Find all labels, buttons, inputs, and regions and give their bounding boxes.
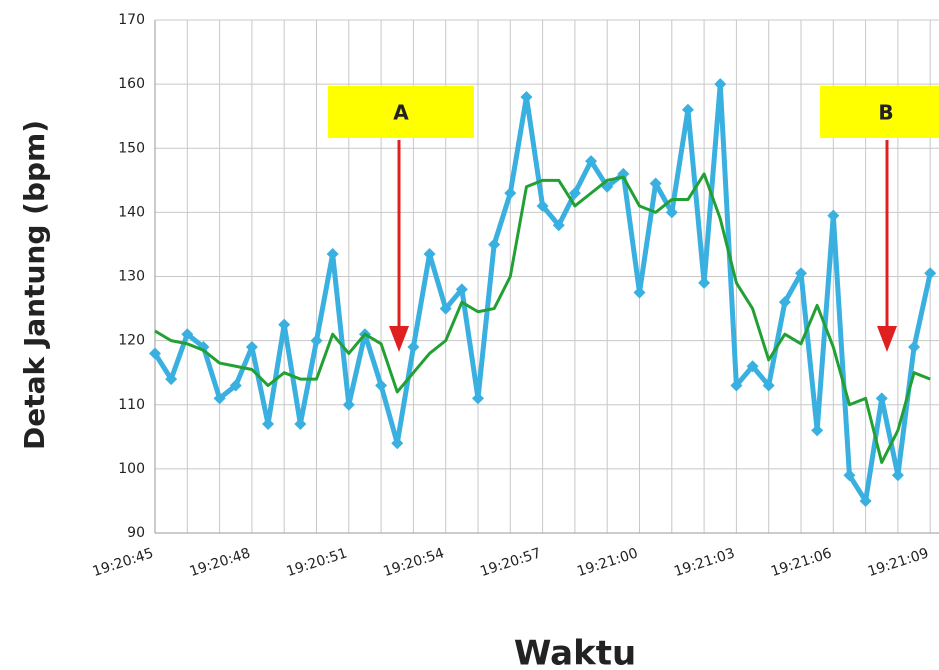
marker xyxy=(908,341,921,354)
lines xyxy=(149,78,937,507)
y-tick-label: 170 xyxy=(118,12,145,28)
marker xyxy=(375,379,388,392)
marker xyxy=(326,248,339,261)
annotation-arrowhead xyxy=(877,326,897,352)
marker xyxy=(181,328,194,341)
y-tick-label: 120 xyxy=(118,333,145,349)
marker xyxy=(568,187,581,200)
marker xyxy=(795,267,807,280)
line-series xyxy=(154,172,931,464)
marker xyxy=(746,360,759,373)
y-tick-label: 160 xyxy=(118,76,145,92)
marker xyxy=(310,334,323,347)
marker xyxy=(278,318,291,331)
annotation-box xyxy=(328,86,474,138)
x-tick-label: 19:21:00 xyxy=(575,545,640,580)
x-tick-label: 19:21:06 xyxy=(769,545,834,580)
x-tick-label: 19:20:57 xyxy=(478,545,543,580)
marker xyxy=(149,347,161,360)
annotation-arrowhead xyxy=(389,326,409,352)
marker xyxy=(552,219,565,232)
annotation-label: A xyxy=(393,101,409,125)
y-tick-label: 140 xyxy=(118,204,145,220)
y-tick-label: 110 xyxy=(118,397,145,413)
marker xyxy=(213,392,226,405)
marker xyxy=(520,90,533,103)
marker xyxy=(778,296,791,309)
marker xyxy=(665,206,678,219)
x-tick-label: 19:20:45 xyxy=(91,545,156,580)
marker xyxy=(649,177,662,190)
annotation-box xyxy=(820,86,939,138)
marker xyxy=(633,286,646,299)
y-tick-label: 90 xyxy=(127,525,145,541)
y-tick-label: 100 xyxy=(118,461,145,477)
marker xyxy=(536,199,549,212)
marker xyxy=(472,392,484,405)
x-tick-label: 19:21:03 xyxy=(672,545,737,580)
annotation-label: B xyxy=(878,101,893,125)
marker xyxy=(924,267,937,280)
y-axis-title: Detak Jantung (bpm) xyxy=(18,120,51,450)
x-tick-label: 19:21:09 xyxy=(866,545,931,580)
marker xyxy=(165,373,178,386)
marker xyxy=(875,392,888,405)
marker xyxy=(488,238,501,251)
marker xyxy=(245,341,258,354)
marker xyxy=(407,341,420,354)
marker xyxy=(294,417,307,430)
marker xyxy=(859,494,872,507)
marker xyxy=(811,424,824,437)
marker xyxy=(423,248,436,261)
marker xyxy=(714,78,727,91)
marker xyxy=(585,155,598,168)
x-tick-label: 19:20:51 xyxy=(285,545,350,580)
marker xyxy=(504,187,517,200)
marker xyxy=(681,103,694,116)
marker xyxy=(730,379,743,392)
marker xyxy=(843,469,856,482)
marker xyxy=(891,469,904,482)
marker xyxy=(827,209,840,222)
y-tick-label: 130 xyxy=(118,269,145,285)
x-axis-title: Waktu xyxy=(514,634,636,670)
marker xyxy=(455,283,468,296)
marker xyxy=(229,379,242,392)
x-tick-label: 19:20:48 xyxy=(188,545,253,580)
marker xyxy=(439,302,452,315)
x-tick-label: 19:20:54 xyxy=(381,545,446,580)
marker xyxy=(762,379,775,392)
y-tick-label: 150 xyxy=(118,140,145,156)
marker xyxy=(391,437,404,450)
marker xyxy=(262,417,275,430)
marker xyxy=(342,398,355,411)
marker xyxy=(698,276,711,289)
